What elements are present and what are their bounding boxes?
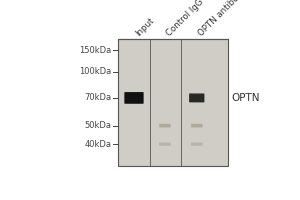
Text: OPTN antibody: OPTN antibody xyxy=(197,0,249,38)
Text: OPTN: OPTN xyxy=(232,93,260,103)
Text: 70kDa: 70kDa xyxy=(84,93,111,102)
FancyBboxPatch shape xyxy=(159,142,171,146)
Text: Control IgG: Control IgG xyxy=(165,0,206,38)
FancyBboxPatch shape xyxy=(124,92,144,104)
FancyBboxPatch shape xyxy=(191,124,202,127)
FancyBboxPatch shape xyxy=(159,124,171,127)
Text: 40kDa: 40kDa xyxy=(84,140,111,149)
FancyBboxPatch shape xyxy=(189,93,204,102)
FancyBboxPatch shape xyxy=(191,142,202,146)
Text: 100kDa: 100kDa xyxy=(79,67,111,76)
FancyBboxPatch shape xyxy=(118,39,228,166)
Text: Input: Input xyxy=(134,16,156,38)
Text: 50kDa: 50kDa xyxy=(84,121,111,130)
Text: 150kDa: 150kDa xyxy=(79,46,111,55)
